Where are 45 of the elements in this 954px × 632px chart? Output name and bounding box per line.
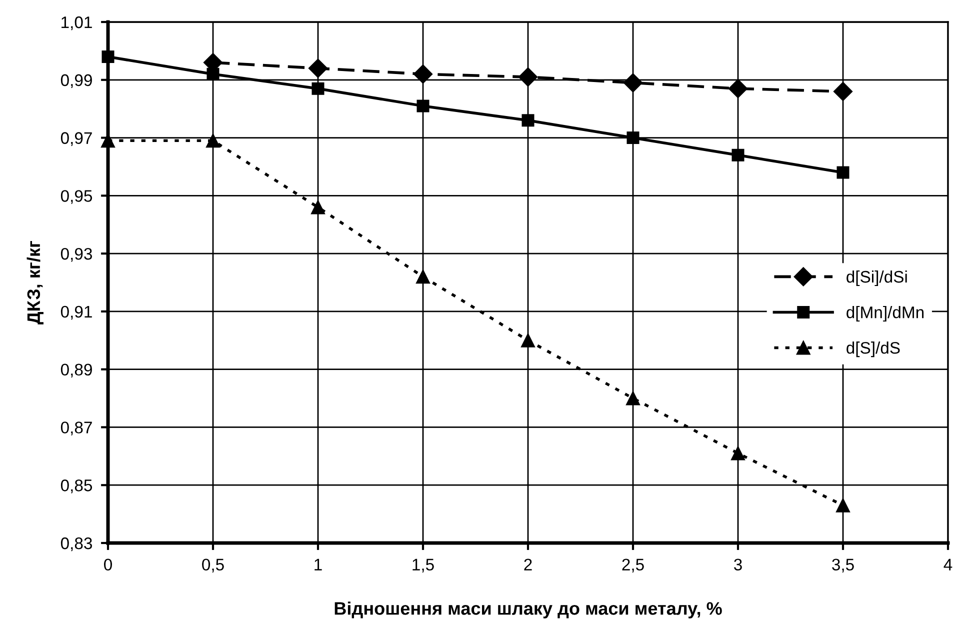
x-tick-label: 3,5: [832, 558, 854, 572]
y-tick-label: 0,99: [60, 74, 92, 88]
point: [312, 82, 324, 95]
point: [518, 67, 538, 87]
point: [416, 270, 430, 284]
point: [836, 166, 850, 179]
x-tick-label: 0: [104, 558, 112, 571]
x-tick-label: 3: [734, 558, 742, 571]
point: [522, 114, 534, 127]
y-tick-label: 0,87: [60, 422, 92, 436]
y-tick-label: 0,85: [60, 480, 92, 494]
point: [728, 79, 748, 98]
y-tick-label: 0,93: [60, 248, 92, 262]
point: [206, 134, 220, 148]
point: [836, 498, 850, 512]
point: [416, 100, 430, 112]
point: [311, 200, 325, 214]
legend-label: d[Si]/dSi: [846, 270, 907, 286]
y-tick-label: 0,97: [60, 132, 92, 146]
y-tick-label: 0,91: [60, 306, 92, 320]
legend-label: d[S]/dS: [846, 342, 900, 358]
point: [308, 58, 328, 78]
legend-label: d[Mn]/dMn: [846, 306, 924, 322]
y-tick-label: 1,01: [62, 16, 92, 30]
x-axis-title: Відношення маси шлаку до маси металу, %: [334, 602, 722, 618]
point: [623, 73, 643, 92]
x-tick-label: 1,5: [412, 558, 434, 572]
x-tick-label: 2,5: [622, 558, 644, 572]
point: [626, 391, 640, 406]
y-tick-label: 0,95: [60, 190, 92, 204]
point: [102, 50, 114, 63]
y-axis-title: ДКЗ, кг/кг: [26, 240, 44, 324]
point: [833, 82, 853, 101]
point: [206, 68, 220, 80]
point: [731, 446, 745, 460]
point: [626, 132, 640, 144]
y-tick-label: 0,89: [60, 364, 92, 378]
point: [413, 64, 433, 84]
point: [732, 148, 744, 162]
x-tick-label: 4: [944, 558, 952, 570]
x-tick-label: 0,5: [202, 558, 224, 572]
x-tick-label: 2: [524, 558, 532, 570]
y-tick-label: 0,83: [60, 537, 92, 552]
x-tick-label: 1: [314, 558, 322, 570]
point: [521, 333, 535, 348]
